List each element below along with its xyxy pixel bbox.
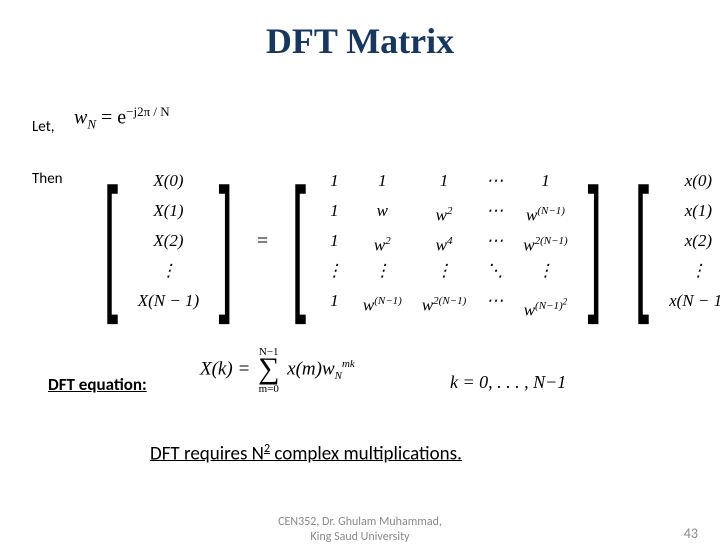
dft-equation-label: DFT equation: — [48, 374, 147, 395]
slide-title: DFT Matrix — [0, 20, 720, 62]
vector-cell: X(0) — [138, 170, 200, 192]
vector-cell: x(2) — [669, 230, 720, 252]
matrix-cell: ⋯ — [486, 200, 503, 222]
matrix-bracket-left: [ — [292, 176, 307, 306]
matrix-cell: ⋮ — [363, 260, 402, 282]
footer-text: CEN352, Dr. Ghulam Muhammad, King Saud U… — [0, 515, 720, 546]
rhs-vector: x(0) x(1) x(2) ⋮ x(N − 1) — [669, 170, 720, 312]
bracket-left: [ — [104, 176, 119, 306]
w-lhs: w — [74, 107, 87, 129]
dft-body-sub: N — [335, 370, 342, 382]
matrix-cell: 1 — [422, 170, 466, 192]
complexity-statement: DFT requires N2 complex multiplications. — [150, 442, 462, 465]
matrix-cell: w2 — [422, 200, 466, 222]
matrix-cell: w(N−1) — [523, 200, 567, 222]
matrix-cell: ⋯ — [486, 290, 503, 312]
matrix-cell: ⋮ — [326, 260, 343, 282]
matrix-cell: w2(N−1) — [422, 290, 466, 312]
matrix-cell: w2 — [363, 230, 402, 252]
dft-body-sup: mk — [342, 358, 355, 370]
bracket-right: ] — [219, 176, 234, 306]
statement-pre: DFT requires N — [150, 442, 264, 465]
vector-cell: X(1) — [138, 200, 200, 222]
dft-equation-formula: X(k) = N−1 ∑ m=0 x(m)wNmk — [200, 356, 355, 384]
matrix-cell: ⋮ — [422, 260, 466, 282]
matrix-cell: ⋯ — [486, 230, 503, 252]
vector-cell: ⋮ — [669, 260, 720, 282]
rhs-bracket-left: [ — [635, 176, 650, 306]
matrix-cell: 1 — [523, 170, 567, 192]
matrix-cell: w(N−1) — [363, 290, 402, 312]
dft-matrix: 111⋯11ww2⋯w(N−1)1w2w4⋯w2(N−1)⋮⋮⋮⋱⋮1w(N−1… — [326, 170, 568, 312]
w-definition: wN = e−j2π / N — [74, 104, 170, 133]
vector-cell: x(N − 1) — [669, 290, 720, 312]
matrix-cell: 1 — [326, 290, 343, 312]
matrix-cell: 1 — [326, 200, 343, 222]
sigma-icon: N−1 ∑ m=0 — [258, 356, 279, 384]
matrix-cell: 1 — [363, 170, 402, 192]
vector-cell: X(N − 1) — [138, 290, 200, 312]
matrix-cell: 1 — [326, 230, 343, 252]
sum-upper: N−1 — [259, 346, 279, 358]
matrix-bracket-right: ] — [587, 176, 602, 306]
vector-cell: x(0) — [669, 170, 720, 192]
vector-cell: ⋮ — [138, 260, 200, 282]
matrix-cell: 1 — [326, 170, 343, 192]
k-range: k = 0, . . . , N−1 — [450, 372, 566, 393]
matrix-cell: w4 — [422, 230, 466, 252]
vector-cell: x(1) — [669, 200, 720, 222]
statement-post: complex multiplications. — [270, 442, 462, 465]
matrix-cell: w2(N−1) — [523, 230, 567, 252]
footer-line1: CEN352, Dr. Ghulam Muhammad, — [278, 515, 442, 529]
dft-body: x(m)w — [287, 358, 334, 379]
matrix-cell: ⋮ — [523, 260, 567, 282]
page-number: 43 — [684, 525, 698, 542]
w-exp: −j2π / N — [126, 104, 170, 119]
matrix-equation: [ X(0)X(1)X(2)⋮X(N − 1) ] = [ 111⋯11ww2⋯… — [90, 170, 720, 312]
matrix-cell: ⋱ — [486, 260, 503, 282]
vector-cell: X(2) — [138, 230, 200, 252]
w-eq: = e — [96, 107, 126, 129]
let-label: Let, — [32, 118, 54, 136]
matrix-cell: ⋯ — [486, 170, 503, 192]
sum-lower: m=0 — [259, 383, 279, 395]
matrix-cell: w — [363, 200, 402, 222]
lhs-vector: X(0) X(1) X(2) ⋮ X(N − 1) — [138, 170, 200, 312]
then-label: Then — [32, 170, 63, 188]
equals-sign: = — [253, 230, 272, 253]
matrix-cell: w(N−1)2 — [523, 290, 567, 312]
dft-lhs: X(k) = — [200, 358, 255, 379]
w-sub: N — [87, 117, 96, 132]
footer-line2: King Saud University — [310, 530, 409, 544]
